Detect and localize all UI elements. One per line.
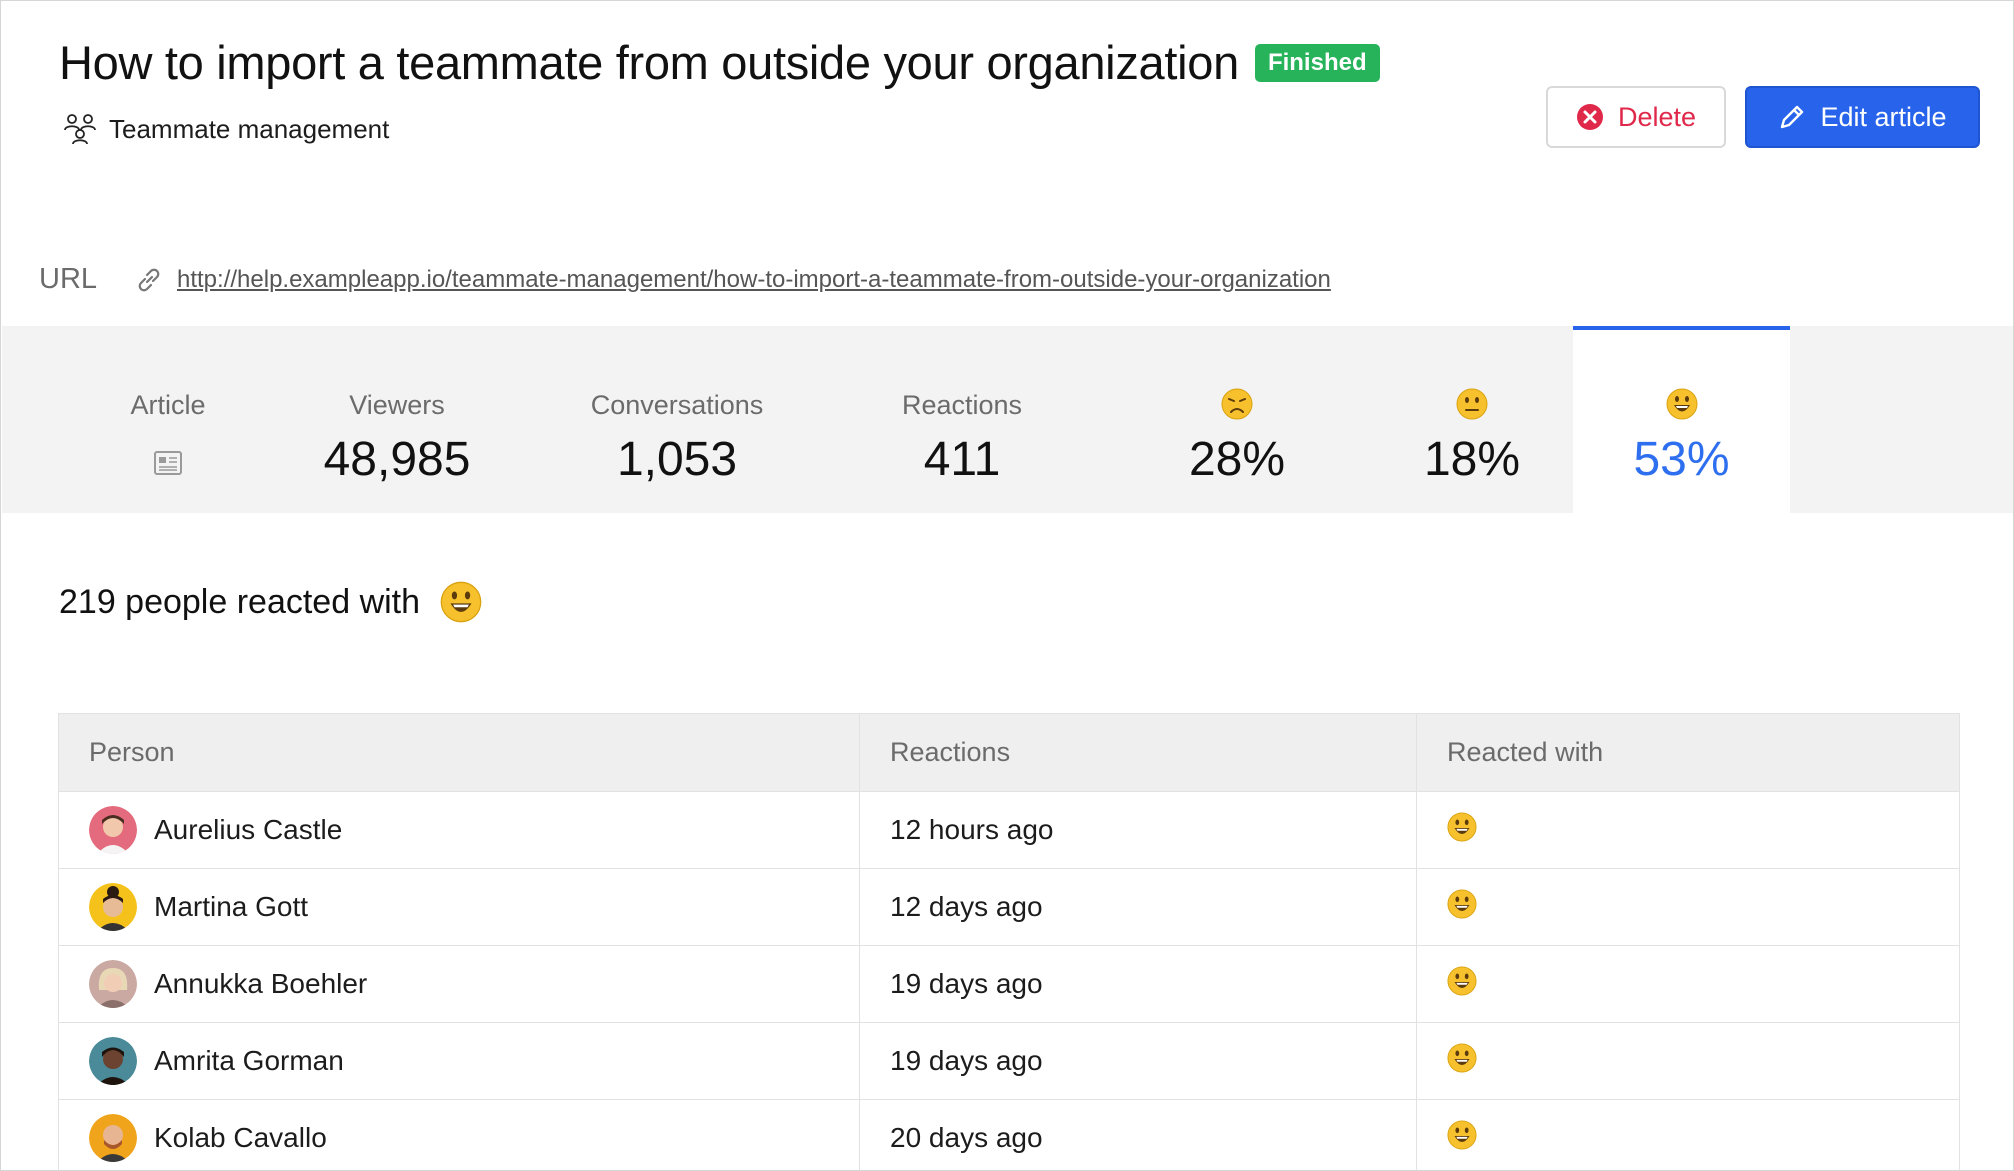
- article-url-link[interactable]: http://help.exampleapp.io/teammate-manag…: [177, 265, 1331, 293]
- person-name[interactable]: Aurelius Castle: [154, 814, 343, 845]
- table-row[interactable]: Aurelius Castle 12 hours ago: [58, 791, 1960, 869]
- stat-sad-reaction[interactable]: 28%: [1142, 326, 1332, 513]
- smiley-icon: [440, 581, 482, 623]
- avatar: [89, 960, 137, 1008]
- avatar: [89, 1037, 137, 1085]
- reaction-time: 19 days ago: [859, 1022, 1417, 1100]
- stat-reactions-label: Reactions: [901, 390, 1023, 420]
- stat-article-label: Article: [130, 390, 206, 420]
- table-header-row: Person Reactions Reacted with: [58, 713, 1960, 792]
- table-row[interactable]: Amrita Gorman 19 days ago: [58, 1022, 1960, 1100]
- article-category[interactable]: Teammate management: [63, 113, 389, 145]
- person-name[interactable]: Kolab Cavallo: [154, 1122, 327, 1153]
- reaction-time: 20 days ago: [859, 1099, 1417, 1170]
- stat-viewers-label: Viewers: [349, 390, 445, 420]
- table-row[interactable]: Martina Gott 12 days ago: [58, 868, 1960, 946]
- stat-reactions[interactable]: Reactions 411: [862, 326, 1062, 513]
- edit-article-button[interactable]: Edit article: [1745, 86, 1980, 148]
- pencil-icon: [1781, 105, 1804, 129]
- delete-circle-icon: [1576, 104, 1603, 130]
- delete-button-label: Delete: [1617, 101, 1697, 132]
- table-row[interactable]: Annukka Boehler 19 days ago: [58, 945, 1960, 1023]
- column-header-reacted-with[interactable]: Reacted with: [1416, 713, 1960, 792]
- stat-conversations-label: Conversations: [590, 390, 764, 420]
- smiley-icon: [1447, 1119, 1477, 1150]
- title-row: How to import a teammate from outside yo…: [59, 35, 1380, 90]
- category-label: Teammate management: [109, 113, 390, 144]
- stat-neutral-value: 18%: [1423, 433, 1521, 486]
- url-row: URL http://help.exampleapp.io/teammate-m…: [39, 263, 1331, 296]
- reaction-time: 19 days ago: [859, 945, 1417, 1023]
- status-badge: Finished: [1254, 43, 1380, 82]
- stat-neutral-reaction[interactable]: 18%: [1377, 326, 1567, 513]
- reactions-table: Person Reactions Reacted with Aurelius C…: [58, 713, 1960, 1170]
- person-name[interactable]: Annukka Boehler: [154, 968, 368, 999]
- team-icon: [64, 114, 96, 145]
- smiley-icon: [1447, 811, 1477, 842]
- sad-face-icon: [1221, 388, 1253, 420]
- smiley-icon: [1447, 965, 1477, 996]
- link-icon: [138, 268, 160, 291]
- smiley-icon: [1447, 888, 1477, 919]
- stat-conversations-value: 1,053: [616, 433, 738, 486]
- article-icon: [154, 451, 182, 475]
- smiley-icon: [1666, 388, 1697, 420]
- smiley-icon: [1447, 1042, 1477, 1073]
- avatar: [89, 1114, 137, 1162]
- stat-viewers-value: 48,985: [323, 433, 471, 486]
- stat-reactions-value: 411: [923, 433, 1001, 486]
- reactions-heading: 219 people reacted with: [59, 581, 482, 623]
- stat-viewers[interactable]: Viewers 48,985: [302, 326, 492, 513]
- reaction-time: 12 hours ago: [859, 791, 1417, 869]
- column-header-reactions[interactable]: Reactions: [859, 713, 1417, 792]
- delete-button[interactable]: Delete: [1546, 86, 1726, 148]
- reactions-heading-text: 219 people reacted with: [59, 582, 421, 621]
- stat-happy-value: 53%: [1633, 433, 1730, 486]
- reaction-time: 12 days ago: [859, 868, 1417, 946]
- url-label: URL: [39, 263, 98, 295]
- stat-article[interactable]: Article: [88, 326, 248, 513]
- edit-button-label: Edit article: [1820, 101, 1947, 132]
- stats-bar: Article Viewers 48,985 Conversations 1,0…: [2, 326, 2013, 513]
- stat-happy-reaction[interactable]: 53%: [1573, 326, 1790, 513]
- column-header-person[interactable]: Person: [58, 713, 860, 792]
- person-name[interactable]: Amrita Gorman: [154, 1045, 344, 1076]
- avatar: [89, 806, 137, 854]
- table-row[interactable]: Kolab Cavallo 20 days ago: [58, 1099, 1960, 1170]
- stat-sad-value: 28%: [1188, 433, 1286, 486]
- page-title: How to import a teammate from outside yo…: [59, 36, 1239, 89]
- stat-conversations[interactable]: Conversations 1,053: [567, 326, 787, 513]
- avatar: [89, 883, 137, 931]
- neutral-face-icon: [1456, 388, 1488, 420]
- person-name[interactable]: Martina Gott: [154, 891, 309, 922]
